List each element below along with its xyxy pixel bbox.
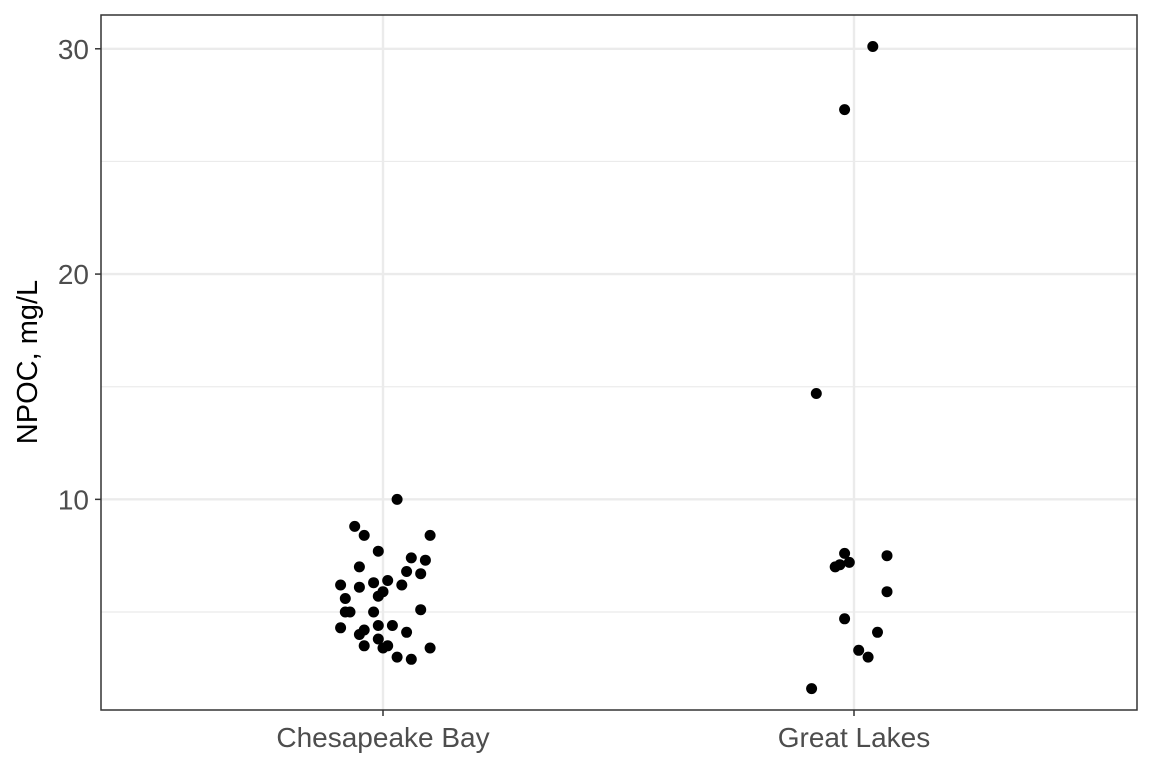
data-point bbox=[382, 640, 394, 652]
data-point bbox=[419, 554, 431, 566]
data-point bbox=[335, 622, 347, 634]
data-point bbox=[358, 529, 370, 541]
data-point bbox=[353, 581, 365, 593]
data-point bbox=[405, 552, 417, 564]
data-point bbox=[358, 640, 370, 652]
data-point bbox=[396, 579, 408, 591]
data-point bbox=[353, 561, 365, 573]
y-tick-label: 10 bbox=[58, 484, 89, 515]
data-point bbox=[881, 550, 893, 562]
data-point bbox=[405, 653, 417, 665]
data-point bbox=[353, 629, 365, 640]
data-point bbox=[829, 561, 841, 573]
data-point bbox=[853, 644, 865, 656]
data-point bbox=[872, 626, 883, 638]
x-axis: Chesapeake Bay Great Lakes bbox=[276, 710, 930, 753]
y-tick-label: 30 bbox=[58, 34, 89, 65]
data-point bbox=[339, 593, 351, 604]
data-point bbox=[424, 529, 436, 541]
data-point bbox=[415, 568, 427, 580]
data-point bbox=[401, 566, 413, 577]
data-point bbox=[881, 586, 893, 598]
data-point bbox=[839, 547, 851, 559]
data-point bbox=[839, 104, 851, 116]
data-point bbox=[372, 590, 384, 602]
y-axis: 10 20 30 bbox=[58, 34, 101, 515]
data-points bbox=[335, 41, 893, 695]
data-point bbox=[867, 41, 879, 52]
panel-border bbox=[100, 14, 1138, 711]
data-point bbox=[372, 633, 384, 645]
data-point bbox=[368, 577, 380, 589]
data-point bbox=[335, 579, 347, 591]
data-point bbox=[810, 388, 822, 399]
data-point bbox=[806, 683, 818, 695]
data-point bbox=[368, 606, 380, 618]
data-point bbox=[391, 651, 403, 663]
x-tick-label: Great Lakes bbox=[778, 722, 931, 753]
y-tick-label: 20 bbox=[58, 259, 89, 290]
data-point bbox=[424, 642, 436, 654]
data-point bbox=[401, 626, 413, 638]
data-point bbox=[349, 520, 361, 532]
y-axis-title: NPOC, mg/L bbox=[12, 280, 44, 444]
data-point bbox=[372, 620, 384, 631]
x-tick-label: Chesapeake Bay bbox=[276, 722, 489, 753]
data-point bbox=[386, 620, 398, 631]
data-point bbox=[843, 556, 855, 568]
data-point bbox=[339, 606, 351, 618]
data-point bbox=[415, 604, 427, 616]
data-point bbox=[391, 493, 403, 505]
gridlines bbox=[101, 15, 1137, 710]
data-point bbox=[382, 575, 394, 586]
data-point bbox=[862, 651, 874, 663]
data-point bbox=[372, 545, 384, 557]
data-point bbox=[839, 613, 851, 625]
